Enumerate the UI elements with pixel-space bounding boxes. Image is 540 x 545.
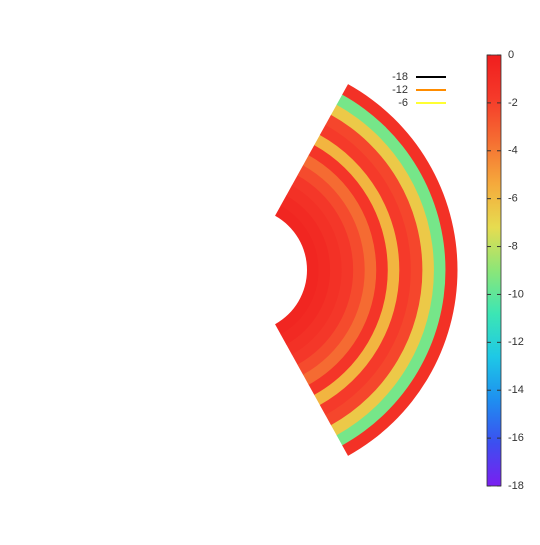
colorbar-tick-label: -14 xyxy=(508,384,524,396)
colorbar-tick-label: -16 xyxy=(508,432,524,444)
colorbar-tick-label: -10 xyxy=(508,288,524,300)
legend-label: -12 xyxy=(392,84,408,96)
ring-cell xyxy=(308,144,389,396)
colorbar-tick-label: 0 xyxy=(508,49,514,61)
ring-cell xyxy=(319,124,412,416)
ring-cell xyxy=(325,114,423,426)
colorbar-tick-label: -2 xyxy=(508,97,518,109)
legend-label: -18 xyxy=(392,71,408,83)
colorbar-tick-label: -6 xyxy=(508,193,518,205)
ring-cell xyxy=(336,94,446,446)
ring-cell xyxy=(286,185,343,355)
ring-cell xyxy=(275,205,320,335)
colorbar-tick-label: -12 xyxy=(508,336,524,348)
colorbar-tick-label: -8 xyxy=(508,240,518,252)
ring-cell xyxy=(280,195,331,345)
colorbar-tick-label: -18 xyxy=(508,480,524,492)
ring-cell xyxy=(330,104,435,436)
ring-cell xyxy=(303,154,377,386)
ring-cell xyxy=(314,134,400,406)
colorbar xyxy=(486,54,502,487)
ring-cell xyxy=(291,174,354,366)
ring-cell xyxy=(297,164,366,376)
legend-label: -6 xyxy=(398,97,408,109)
ring-cell xyxy=(342,84,458,456)
colorbar-tick-label: -4 xyxy=(508,145,518,157)
